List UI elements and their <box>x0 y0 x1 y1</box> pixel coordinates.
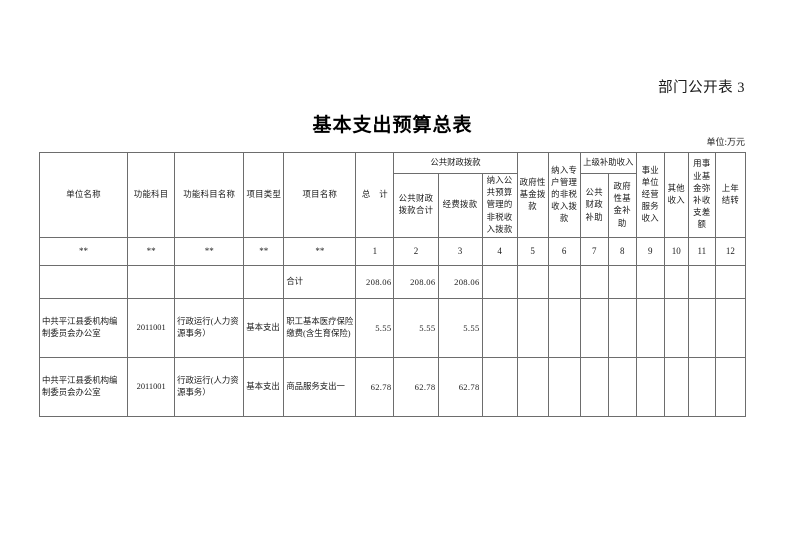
colnum-cell: 11 <box>687 236 716 266</box>
cell-project-type <box>243 264 285 299</box>
header-row-top: 单位名称 功能科目 功能科目名称 项目类型 项目名称 总 计 公共财政拨款 政府… <box>38 152 747 238</box>
cell-superior-gov-fund <box>607 264 637 299</box>
col-header-fund-offset-balance: 用事业基金弥补收支差额 <box>687 152 716 238</box>
table-row: 合计 208.06 208.06 208.06 <box>38 264 747 299</box>
cell-business-service-income <box>635 356 665 417</box>
cell-fund-offset-balance <box>687 356 716 417</box>
cell-project-name: 职工基本医疗保险缴费(含生育保险) <box>283 297 357 358</box>
cell-other-income <box>663 297 689 358</box>
col-header-unit-name: 单位名称 <box>38 152 129 238</box>
cell-total: 208.06 <box>355 264 395 299</box>
page-title: 基本支出预算总表 <box>312 115 473 136</box>
cell-function-code: 2011001 <box>127 356 176 417</box>
col-header-expense-appropriation: 经费拨款 <box>437 173 483 238</box>
form-number-label: 部门公开表 3 <box>658 80 745 96</box>
cell-nontax-special-account <box>547 356 581 417</box>
col-header-nontax-special-account: 纳入专户管理的非税收入拨款 <box>547 152 581 238</box>
cell-function-code: 2011001 <box>127 297 176 358</box>
cell-superior-gov-fund <box>607 356 637 417</box>
colnum-cell: 6 <box>547 236 581 266</box>
cell-prior-year-carryover <box>714 297 747 358</box>
cell-function-name <box>174 264 245 299</box>
cell-superior-public-finance <box>579 356 609 417</box>
colnum-cell: 1 <box>355 236 395 266</box>
colnum-cell: 3 <box>437 236 483 266</box>
cell-expense-appropriation: 5.55 <box>437 297 483 358</box>
cell-unit-name: 中共平江县委机构编制委员会办公室 <box>38 356 129 417</box>
colnum-cell: 5 <box>516 236 549 266</box>
colnum-cell: ** <box>283 236 357 266</box>
cell-nontax-into-budget <box>481 356 518 417</box>
cell-expense-appropriation: 62.78 <box>437 356 483 417</box>
colnum-cell: 8 <box>607 236 637 266</box>
budget-table-body: ** ** ** ** ** 1 2 3 4 5 6 7 8 9 10 11 1… <box>38 236 747 417</box>
colnum-cell: ** <box>38 236 129 266</box>
budget-table: 单位名称 功能科目 功能科目名称 项目类型 项目名称 总 计 公共财政拨款 政府… <box>38 152 747 417</box>
colnum-cell: 10 <box>663 236 689 266</box>
table-row: 中共平江县委机构编制委员会办公室 2011001 行政运行(人力资源事务） 基本… <box>38 297 747 358</box>
cell-prior-year-carryover <box>714 356 747 417</box>
column-number-row: ** ** ** ** ** 1 2 3 4 5 6 7 8 9 10 11 1… <box>38 236 747 266</box>
table-row: 中共平江县委机构编制委员会办公室 2011001 行政运行(人力资源事务） 基本… <box>38 356 747 417</box>
cell-business-service-income <box>635 297 665 358</box>
col-header-other-income: 其他收入 <box>663 152 689 238</box>
cell-project-name: 合计 <box>283 264 357 299</box>
colnum-cell: 12 <box>714 236 747 266</box>
col-header-superior-subsidy-group: 上级补助收入 <box>579 152 637 174</box>
col-header-project-type: 项目类型 <box>243 152 285 238</box>
cell-project-type: 基本支出 <box>243 356 285 417</box>
cell-gov-fund-appropriation <box>516 356 549 417</box>
cell-gov-fund-appropriation <box>516 297 549 358</box>
col-header-project-name: 项目名称 <box>283 152 357 238</box>
colnum-cell: 2 <box>393 236 439 266</box>
cell-unit-name: 中共平江县委机构编制委员会办公室 <box>38 297 129 358</box>
colnum-cell: 9 <box>635 236 665 266</box>
cell-superior-gov-fund <box>607 297 637 358</box>
cell-public-finance-total: 62.78 <box>393 356 439 417</box>
colnum-cell: 4 <box>481 236 518 266</box>
cell-gov-fund-appropriation <box>516 264 549 299</box>
cell-prior-year-carryover <box>714 264 747 299</box>
colnum-cell: ** <box>174 236 245 266</box>
col-header-total: 总 计 <box>355 152 395 238</box>
cell-superior-public-finance <box>579 297 609 358</box>
col-header-business-service-income: 事业单位经营服务收入 <box>635 152 665 238</box>
cell-fund-offset-balance <box>687 297 716 358</box>
cell-other-income <box>663 356 689 417</box>
col-header-public-finance-total: 公共财政拨款合计 <box>393 173 439 238</box>
cell-total: 62.78 <box>355 356 395 417</box>
cell-public-finance-total: 208.06 <box>393 264 439 299</box>
cell-business-service-income <box>635 264 665 299</box>
cell-function-code <box>127 264 176 299</box>
cell-expense-appropriation: 208.06 <box>437 264 483 299</box>
colnum-cell: ** <box>127 236 176 266</box>
col-header-superior-public-finance: 公共财政补助 <box>579 173 609 238</box>
cell-fund-offset-balance <box>687 264 716 299</box>
col-header-nontax-into-budget: 纳入公共预算管理的非税收入拨款 <box>481 173 518 238</box>
unit-note: 单位:万元 <box>706 137 745 147</box>
col-header-public-finance-group: 公共财政拨款 <box>393 152 518 174</box>
cell-function-name: 行政运行(人力资源事务） <box>174 297 245 358</box>
cell-project-type: 基本支出 <box>243 297 285 358</box>
col-header-prior-year-carryover: 上年结转 <box>714 152 747 238</box>
cell-unit-name <box>38 264 129 299</box>
cell-nontax-into-budget <box>481 264 518 299</box>
cell-nontax-special-account <box>547 297 581 358</box>
cell-function-name: 行政运行(人力资源事务） <box>174 356 245 417</box>
cell-other-income <box>663 264 689 299</box>
cell-nontax-special-account <box>547 264 581 299</box>
col-header-superior-gov-fund: 政府性基金补助 <box>607 173 637 238</box>
colnum-cell: 7 <box>579 236 609 266</box>
cell-project-name: 商品服务支出一 <box>283 356 357 417</box>
cell-total: 5.55 <box>355 297 395 358</box>
colnum-cell: ** <box>243 236 285 266</box>
col-header-gov-fund-appropriation: 政府性基金拨款 <box>516 152 549 238</box>
col-header-function-name: 功能科目名称 <box>174 152 245 238</box>
cell-public-finance-total: 5.55 <box>393 297 439 358</box>
cell-nontax-into-budget <box>481 297 518 358</box>
cell-superior-public-finance <box>579 264 609 299</box>
col-header-function-code: 功能科目 <box>127 152 176 238</box>
